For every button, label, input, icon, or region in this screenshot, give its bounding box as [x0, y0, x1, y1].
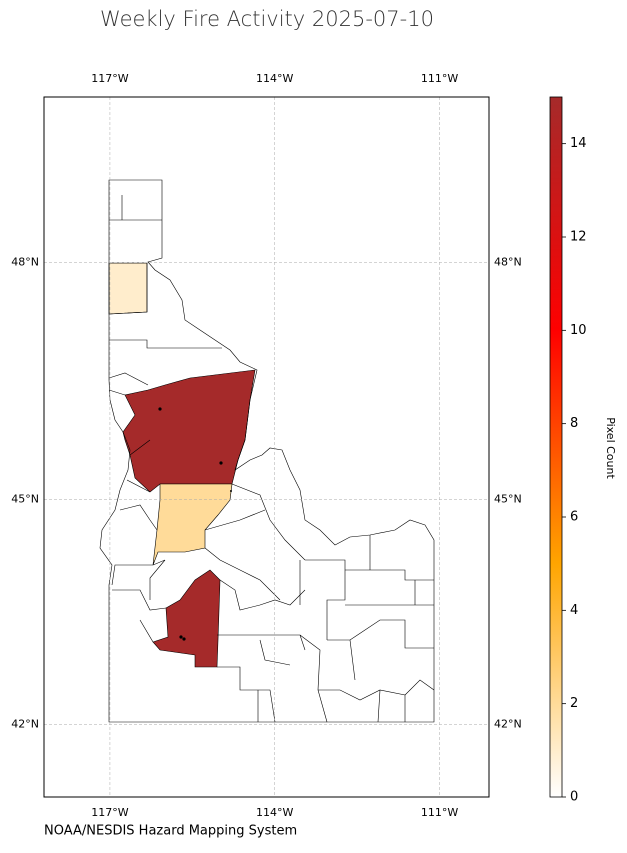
lon-label-bottom: 117°W	[91, 806, 128, 819]
map-frame	[43, 96, 490, 798]
regions	[108, 262, 256, 668]
county-fill	[122, 369, 256, 493]
lon-label-bottom: 111°W	[421, 806, 458, 819]
colorbar-tick-label: 4	[570, 603, 578, 618]
colorbar-label: Pixel Count	[604, 417, 617, 479]
fire-point	[158, 407, 162, 411]
colorbar-tick-label: 6	[570, 510, 578, 525]
lat-label-left: 42°N	[11, 717, 39, 730]
lat-label-right: 48°N	[494, 256, 522, 269]
graticule: 117°W 117°W 114°W 114°W 111°W 111°W 42°N 42°N 45…	[11, 72, 521, 819]
colorbar-tick-label: 14	[570, 136, 587, 151]
colorbar-tick-label: 0	[570, 790, 578, 805]
source-credit: NOAA/NESDIS Hazard Mapping System	[44, 824, 297, 839]
fire-point	[230, 490, 232, 492]
colorbar-tick-label: 8	[570, 416, 578, 431]
lat-label-left: 45°N	[11, 493, 39, 506]
colorbar-tick-label: 10	[570, 323, 587, 338]
fire-point	[182, 637, 186, 641]
county-fill	[152, 483, 233, 566]
lat-label-right: 42°N	[494, 717, 522, 730]
lon-label-top: 114°W	[256, 72, 293, 85]
colorbar-tick-label: 2	[570, 696, 578, 711]
lat-label-right: 45°N	[494, 493, 522, 506]
state-outline	[99, 179, 435, 723]
colorbar-tick-label: 12	[570, 230, 587, 245]
county-lines	[99, 179, 435, 723]
fire-point	[219, 461, 223, 465]
lat-label-left: 48°N	[11, 256, 39, 269]
lon-label-top: 111°W	[421, 72, 458, 85]
lon-label-bottom: 114°W	[256, 806, 293, 819]
fire-point	[179, 635, 183, 639]
county-fill	[152, 569, 221, 668]
lon-label-top: 117°W	[91, 72, 128, 85]
map-title: Weekly Fire Activity 2025-07-10	[100, 7, 434, 31]
county-fill	[108, 262, 148, 315]
colorbar	[549, 96, 563, 798]
